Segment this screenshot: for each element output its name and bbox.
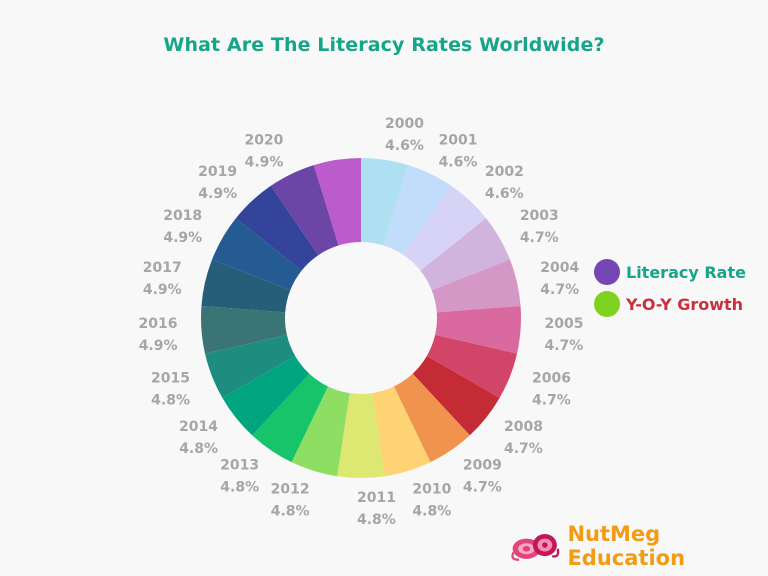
data-label: 2014 4.8% [179,419,218,457]
value-label: 4.7% [540,282,579,298]
category-label: 2019 [198,164,237,180]
value-label: 4.9% [163,230,202,246]
data-label: 2019 4.9% [198,164,237,202]
category-label: 2011 [357,490,396,506]
data-label: 2004 4.7% [540,260,579,298]
data-label: 2008 4.7% [504,419,543,457]
donut-segment [420,218,510,291]
donut-segment [200,306,287,354]
value-label: 4.7% [463,479,502,495]
category-label: 2006 [532,371,571,387]
value-label: 4.8% [179,441,218,457]
data-label: 2017 4.9% [143,260,182,298]
value-label: 4.9% [198,186,237,202]
value-label: 4.6% [385,138,424,154]
donut-segment [412,356,500,436]
donut-segment [291,386,350,477]
donut-segment [372,386,431,477]
data-label: 2015 4.8% [151,371,190,409]
chart-title: What Are The Literacy Rates Worldwide? [163,34,605,56]
value-label: 4.6% [439,155,478,171]
donut-segment [235,185,319,271]
category-label: 2012 [271,482,310,498]
category-label: 2009 [463,457,502,473]
donut-segment [383,165,452,256]
legend-item-yoy-growth: Y-O-Y Growth [594,291,743,317]
value-label: 4.9% [245,155,284,171]
legend-label-yoy-growth: Y-O-Y Growth [626,294,744,314]
category-label: 2015 [151,371,190,387]
legend-swatch-literacy-rate [594,259,620,285]
value-label: 4.8% [271,504,310,520]
donut-segment [431,259,521,313]
data-label: 2009 4.7% [463,457,502,495]
category-label: 2010 [412,482,451,498]
value-label: 4.9% [143,282,182,298]
legend-label-literacy-rate: Literacy Rate [626,262,746,282]
category-label: 2017 [143,260,182,276]
data-label: 2010 4.8% [412,482,451,520]
donut-segment [222,356,310,436]
category-label: 2002 [485,164,524,180]
category-label: 2001 [439,133,478,149]
donut-segment [313,158,361,246]
category-label: 2016 [139,316,178,332]
donut-segment [270,165,339,256]
value-label: 4.7% [504,441,543,457]
value-label: 4.7% [544,338,583,354]
donut-segment [201,259,291,313]
data-label: 2018 4.9% [163,208,202,246]
donut-segment [205,334,296,398]
category-label: 2005 [544,316,583,332]
category-label: 2014 [179,419,218,435]
data-label: 2011 4.8% [357,490,396,528]
donut-segment [361,158,409,246]
donut-segment [426,334,517,398]
data-label: 2020 4.9% [244,133,283,171]
legend-swatch-yoy-growth [594,291,620,317]
value-label: 4.8% [357,512,396,528]
data-label: 2012 4.8% [271,482,310,520]
data-label: 2013 4.8% [220,457,259,495]
donut-segment [435,306,521,354]
value-label: 4.7% [532,393,571,409]
nutmeg-logo-icon [511,534,560,561]
data-label: 2006 4.7% [532,371,571,409]
category-label: 2020 [244,133,283,149]
brand-logo: NutMeg Education [508,522,768,570]
donut-segment [337,393,385,478]
category-label: 2018 [163,208,202,224]
legend-item-literacy-rate: Literacy Rate [594,259,746,285]
donut-segment [212,218,302,291]
value-label: 4.6% [485,186,524,202]
category-label: 2003 [520,208,559,224]
value-label: 4.8% [412,504,451,520]
donut-segment [403,185,487,271]
data-label: 2005 4.7% [544,316,583,354]
value-label: 4.8% [220,479,259,495]
category-label: 2013 [220,457,259,473]
data-label: 2001 4.6% [439,133,478,171]
category-label: 2008 [504,419,543,435]
category-label: 2000 [385,116,424,132]
donut-segment [252,373,329,463]
donut-segment [393,373,470,463]
data-label: 2003 4.7% [520,208,559,246]
value-label: 4.8% [151,393,190,409]
data-label: 2000 4.6% [385,116,424,154]
category-label: 2004 [540,260,579,276]
value-label: 4.7% [520,230,559,246]
value-label: 4.9% [139,338,178,354]
data-label: 2002 4.6% [485,164,524,202]
data-label: 2016 4.9% [139,316,178,354]
brand-name: NutMeg Education [567,522,686,570]
